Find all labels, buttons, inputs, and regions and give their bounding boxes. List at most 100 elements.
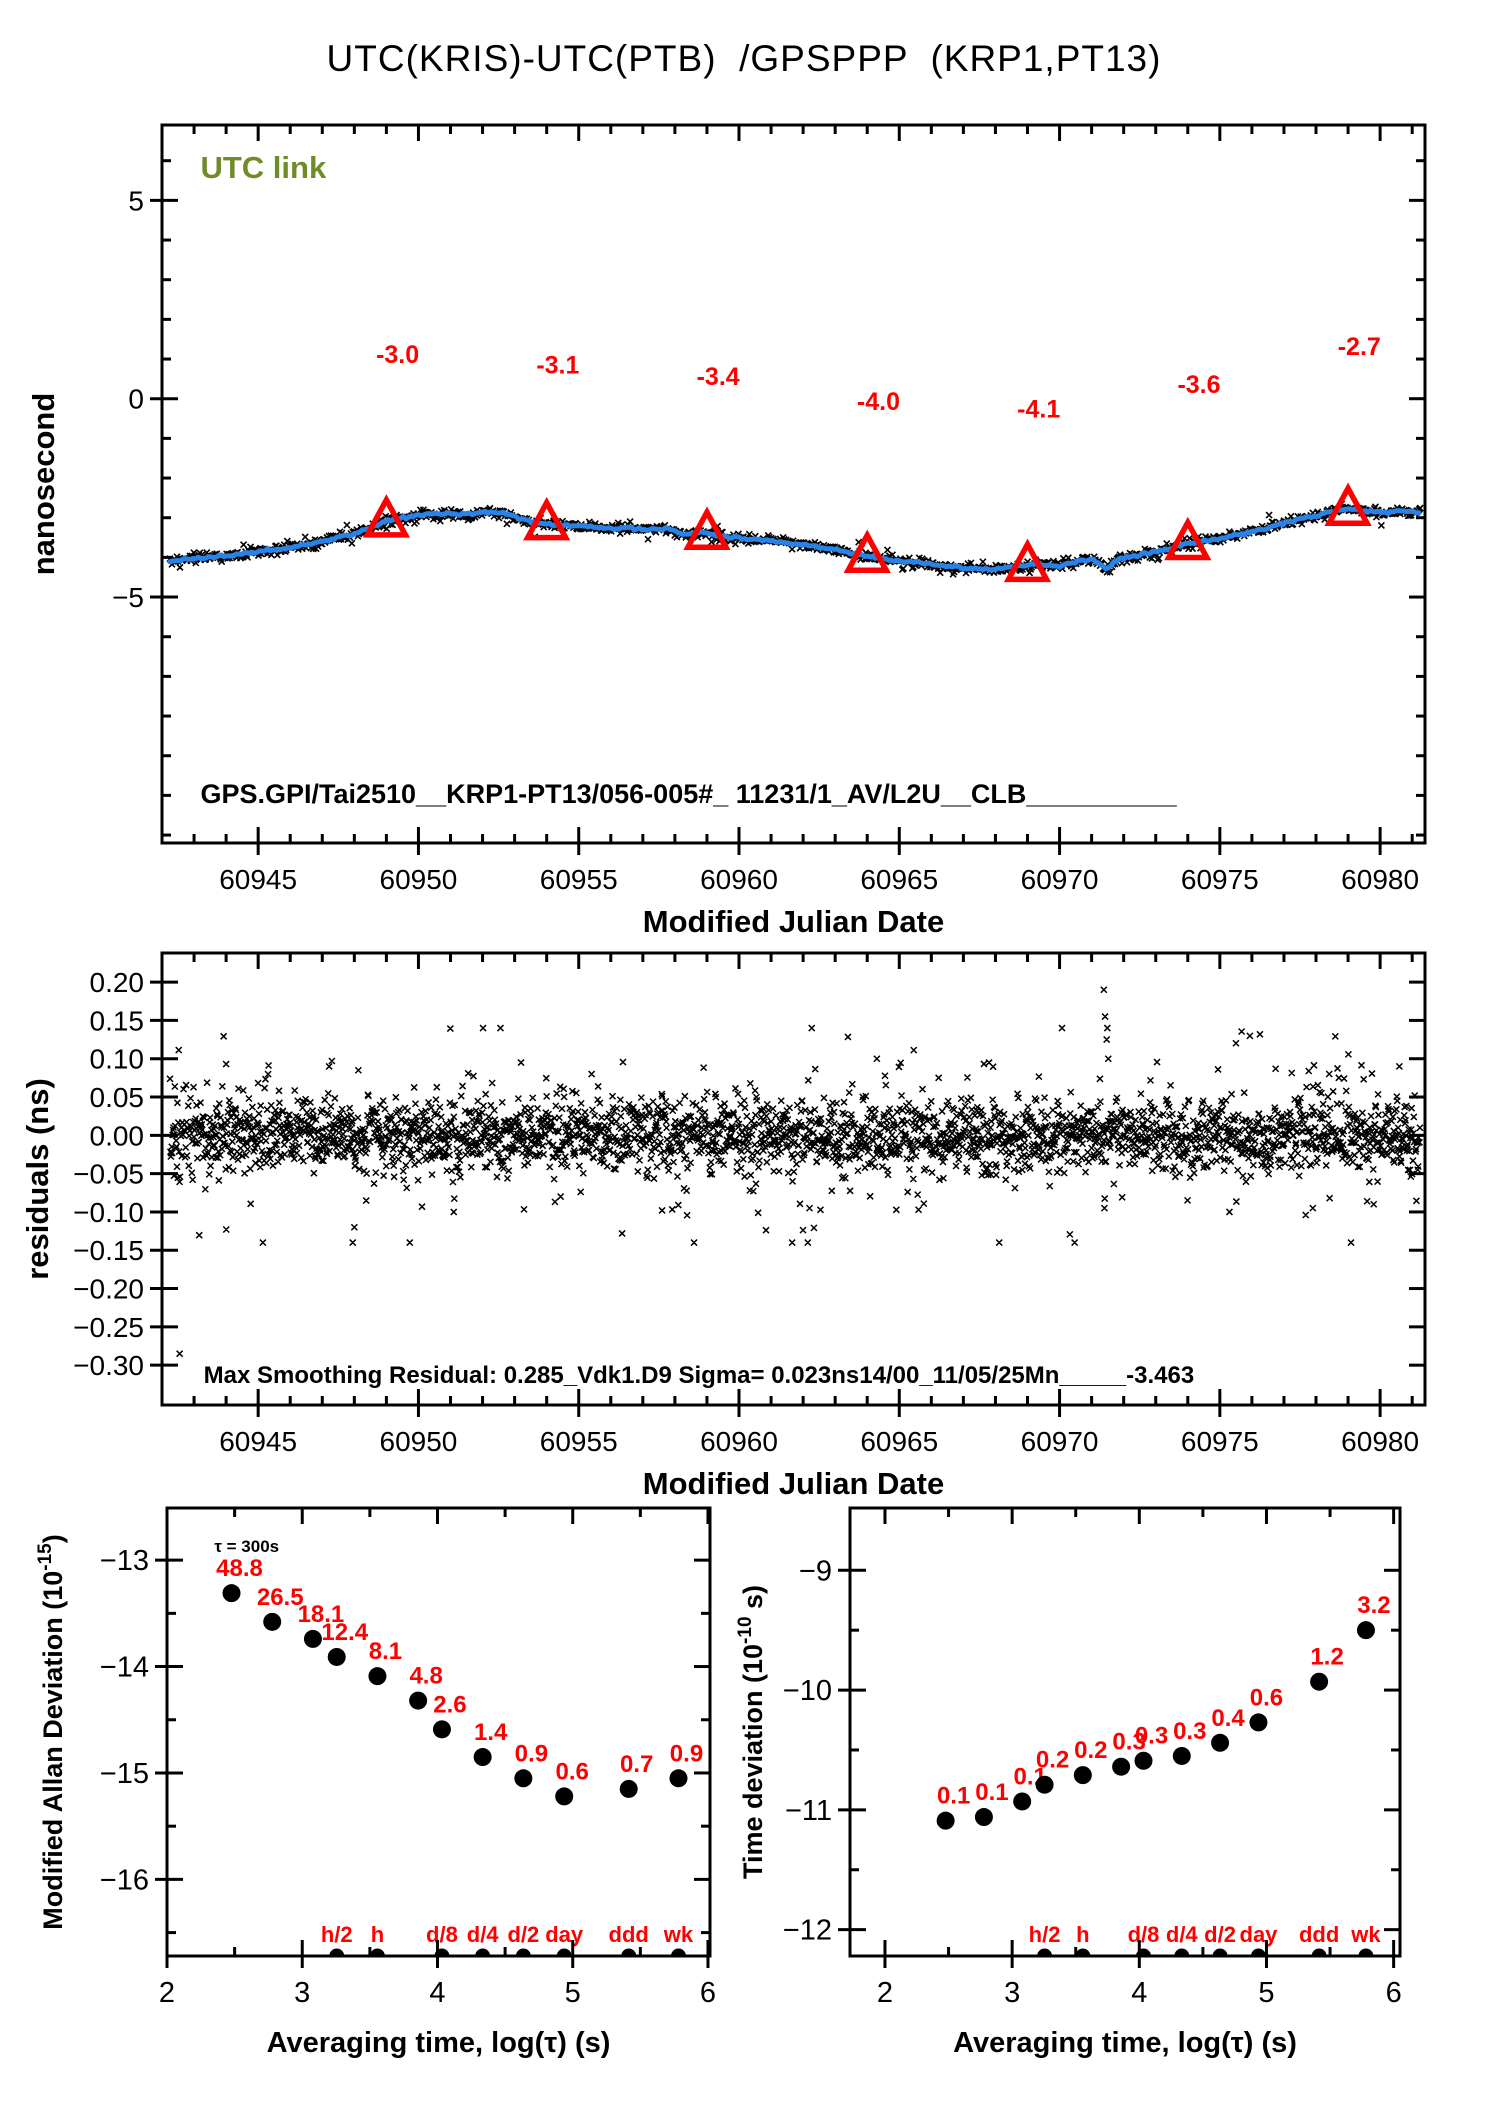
bipm-marker-triangles: -3.0 -3.1 -3.4 -4.0 -4.1 -3.6 -2.7: [362, 333, 1381, 583]
panel-residuals: Max Smoothing Residual: 0.285_Vdk1.D9 Si…: [20, 951, 1427, 1501]
x-tick-label: 60955: [540, 864, 618, 895]
y-tick-label: −0.30: [73, 1350, 144, 1381]
tau-mark-label: ddd: [1299, 1922, 1339, 1947]
tau-mark-label: wk: [663, 1922, 694, 1947]
y-tick-label: −13: [100, 1545, 149, 1577]
x-tick-label: 5: [565, 1977, 581, 2009]
point-value-label: 48.8: [216, 1555, 263, 1582]
page-title: UTC(KRIS)-UTC(PTB) /GPSPPP (KRP1,PT13): [326, 38, 1162, 79]
x-tick-label: 3: [1004, 1977, 1020, 2009]
point-value-label: 3.2: [1357, 1592, 1390, 1619]
x-axis-title: Modified Julian Date: [643, 1466, 944, 1501]
x-tick-label: 60945: [219, 1426, 297, 1457]
x-tick-label: 2: [877, 1977, 893, 2009]
axis-frame-and-ticks: [150, 951, 1427, 1417]
y-tick-label: −11: [785, 1795, 832, 1827]
point-value-label: 0.6: [1250, 1684, 1283, 1711]
y-tick-label: −10: [783, 1675, 832, 1707]
y-tick-label: −0.15: [73, 1235, 144, 1266]
x-tick-label: 4: [1131, 1977, 1147, 2009]
y-tick-label: 0.10: [90, 1044, 145, 1075]
smoothed-link-line: [167, 506, 1422, 573]
marker-value-label: -4.0: [857, 388, 900, 416]
point-value-label: 12.4: [321, 1619, 368, 1646]
x-tick-label: 60950: [380, 864, 458, 895]
x-tick-label: 6: [1386, 1977, 1402, 2009]
y-tick-label: −0.05: [73, 1159, 144, 1190]
tau-time-marks: h/2 h d/8 d/4 d/2 day ddd wk: [321, 1922, 694, 1956]
axis-frame-and-ticks: [155, 1506, 712, 1968]
x-tick-label: 60970: [1021, 1426, 1099, 1457]
y-tick-label: 0.20: [90, 967, 145, 998]
tau-mark-label: d/2: [507, 1922, 539, 1947]
x-tick-label: 5: [1258, 1977, 1274, 2009]
point-value-label: 0.4: [1211, 1705, 1245, 1732]
x-tick-label: 60960: [700, 1426, 778, 1457]
residual-x-markers: [166, 986, 1424, 1358]
y-tick-label: −12: [783, 1915, 832, 1947]
point-value-label: 4.8: [409, 1663, 442, 1690]
point-value-label: 0.1: [975, 1779, 1008, 1806]
tick-labels: 2 3 4 5 6 −13 −14 −15 −16: [100, 1545, 716, 2009]
x-axis-title: Averaging time, log(τ) (s): [953, 2027, 1297, 2059]
x-tick-label: 60970: [1021, 864, 1099, 895]
tick-labels: 60945 60950 60955 60960 60965 60970 60975 60980…: [112, 185, 1419, 895]
marker-value-label: -3.1: [536, 351, 579, 379]
y-tick-label: −14: [100, 1652, 149, 1684]
panel-utc_link: -3.0 -3.1 -3.4 -4.0 -4.1 -3.6 -2.7 UTC link GPS.…: [26, 123, 1427, 939]
x-tick-label: 60960: [700, 864, 778, 895]
y-tick-label: −16: [100, 1864, 149, 1896]
y-tick-label: 5: [128, 185, 144, 216]
point-value-label: 26.5: [257, 1584, 304, 1611]
axis-frame-and-ticks: [150, 123, 1427, 855]
link-id-caption: GPS.GPI/Tai2510__KRP1-PT13/056-005#_ 112…: [200, 779, 1177, 809]
x-tick-label: 60965: [860, 1426, 938, 1457]
y-tick-label: 0.15: [90, 1005, 145, 1036]
point-value-label: 0.3: [1112, 1729, 1145, 1756]
x-tick-label: 6: [700, 1977, 716, 2009]
x-tick-label: 60950: [380, 1426, 458, 1457]
tau-mark-label: d/4: [467, 1922, 500, 1947]
tau-mark-label: h/2: [1029, 1922, 1061, 1947]
point-value-label: 0.7: [620, 1751, 653, 1778]
y-tick-label: 0: [128, 384, 144, 415]
tau-mark-label: d/2: [1204, 1922, 1236, 1947]
tau-mark-label: day: [545, 1922, 584, 1947]
tick-labels: 60945 60950 60955 60960 60965 60970 60975 60980…: [73, 967, 1419, 1457]
tau-mark-label: h: [371, 1922, 384, 1947]
x-tick-label: 4: [429, 1977, 445, 2009]
marker-value-label: -3.4: [697, 363, 740, 391]
x-tick-label: 2: [159, 1977, 175, 2009]
x-tick-label: 3: [294, 1977, 310, 2009]
x-axis-title: Modified Julian Date: [643, 904, 944, 939]
point-value-label: 2.6: [433, 1691, 466, 1718]
marker-value-label: -3.0: [376, 341, 419, 369]
point-value-label: 0.6: [556, 1758, 589, 1785]
marker-value-label: -3.6: [1177, 371, 1220, 399]
y-tick-label: 0.05: [90, 1082, 145, 1113]
x-tick-label: 60980: [1341, 864, 1419, 895]
tau-mark-label: d/8: [426, 1922, 458, 1947]
smoothing-stats-caption: Max Smoothing Residual: 0.285_Vdk1.D9 Si…: [204, 1362, 1195, 1389]
y-tick-label: −5: [112, 582, 144, 613]
y-tick-label: −0.10: [73, 1197, 144, 1228]
point-value-label: 0.9: [670, 1740, 703, 1767]
deviation-points: 48.826.518.112.48.1 4.82.6 1.4 0.9 0.6 0.7 0.9: [216, 1555, 703, 1806]
y-axis-title: Modified Allan Deviation (10-15): [35, 1534, 68, 1930]
point-value-label: 8.1: [369, 1638, 402, 1665]
point-value-label: 0.3: [1135, 1723, 1168, 1750]
y-tick-label: −15: [100, 1758, 149, 1790]
point-value-label: 0.3: [1173, 1718, 1206, 1745]
x-tick-label: 60980: [1341, 1426, 1419, 1457]
x-tick-label: 60955: [540, 1426, 618, 1457]
deviation-points: 0.1 0.10.10.2 0.2 0.30.3 0.3 0.40.61.23.2: [936, 1592, 1391, 1830]
tau-mark-label: h/2: [321, 1922, 353, 1947]
tau-mark-label: wk: [1350, 1922, 1381, 1947]
utc-link-caption: UTC link: [200, 150, 326, 185]
point-value-label: 0.1: [937, 1783, 970, 1810]
marker-value-label: -4.1: [1017, 395, 1060, 423]
y-tick-label: −0.25: [73, 1312, 144, 1343]
raw-data-x-markers: [166, 500, 1424, 578]
